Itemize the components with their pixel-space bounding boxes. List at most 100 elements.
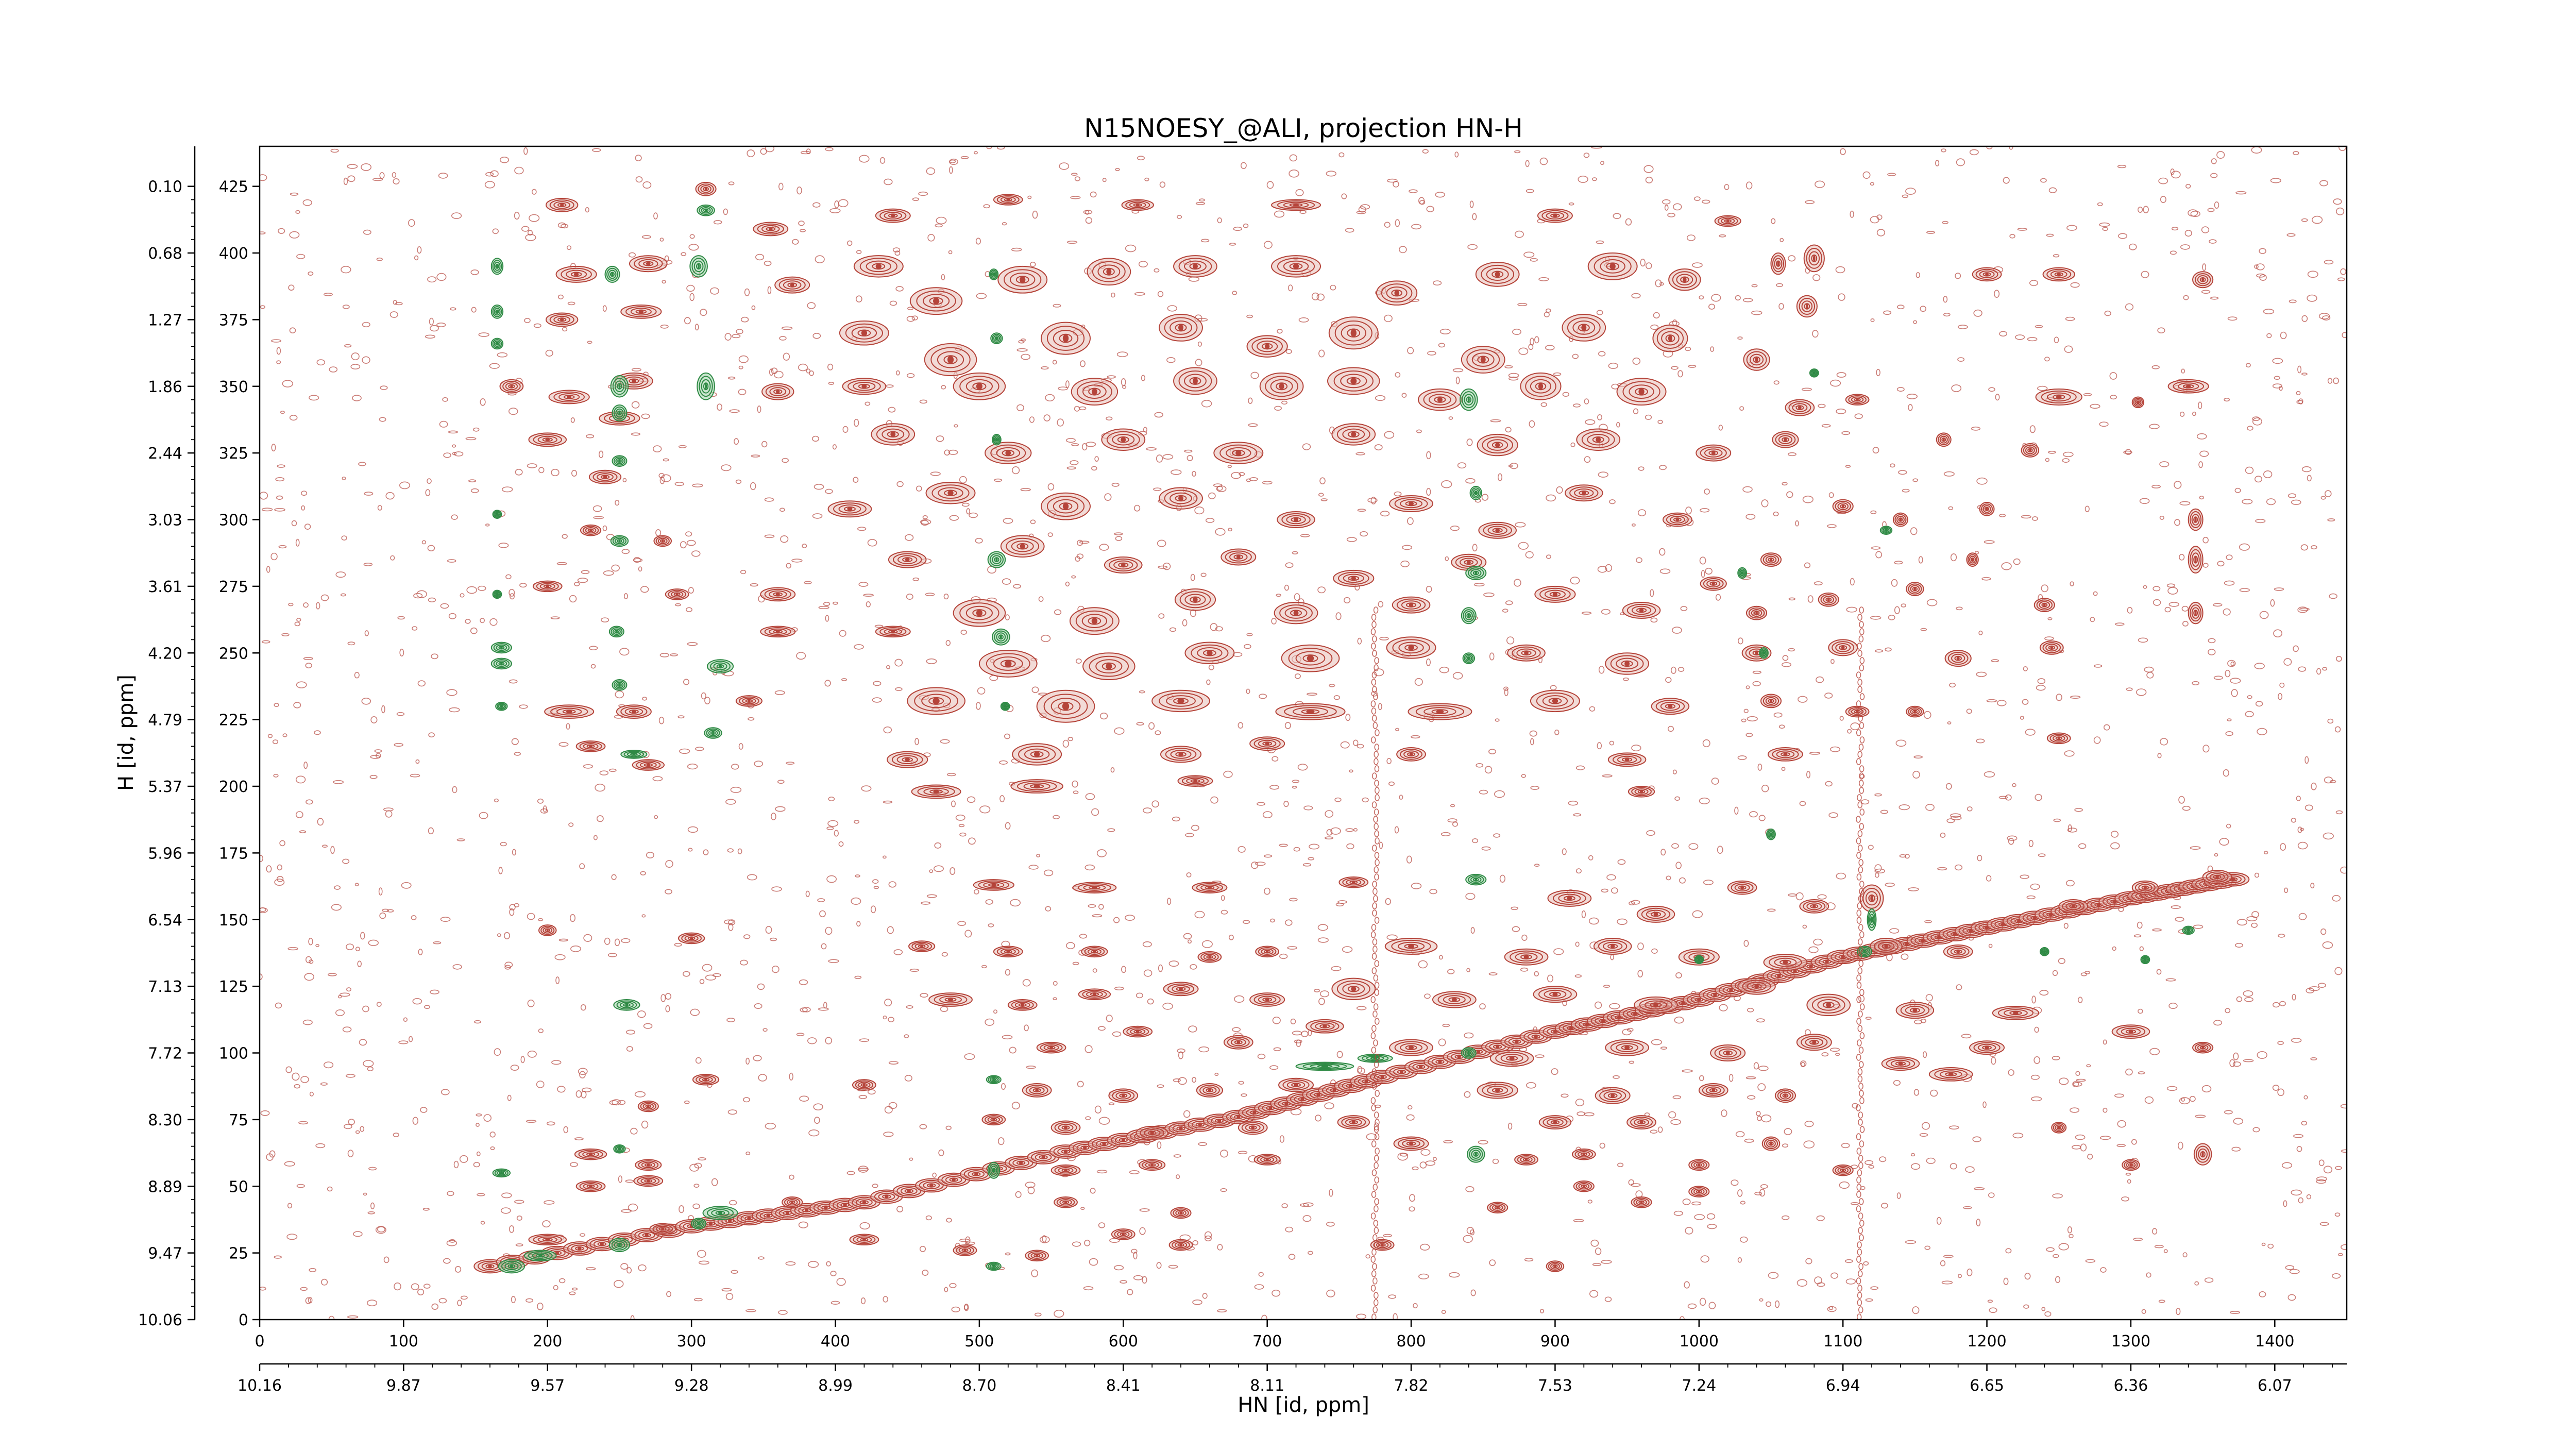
ppm-y-tick-label: 3.03 [148,512,182,530]
ppm-y-tick-label: 4.79 [148,712,182,730]
negative-peak [988,552,1006,568]
x-tick-label: 1200 [1967,1332,2006,1351]
positive-peak [2036,389,2082,405]
positive-peak [1052,1121,1080,1134]
positive-peak [1572,1149,1596,1160]
positive-peak [1272,200,1320,211]
positive-peak [1338,1116,1369,1129]
positive-peak [539,925,556,936]
positive-peak [1846,706,1869,717]
negative-peak [612,455,626,466]
ppm-y-tick-label: 10.06 [138,1311,182,1329]
positive-peak [1906,706,1924,717]
negative-peak [987,1075,1001,1084]
positive-peak [1192,882,1227,893]
positive-peak [546,313,578,326]
negative-peak [2141,956,2149,964]
positive-peak [1804,245,1824,272]
positive-peak [1224,1036,1253,1049]
positive-peak [2040,641,2063,654]
y-tick-label: 125 [219,978,248,996]
positive-peak [1637,906,1675,922]
ppm-y-tick-label: 7.72 [148,1045,182,1063]
positive-peak [1596,1088,1630,1104]
positive-peak [556,266,597,282]
ppm-y-tick-label: 0.68 [148,245,182,263]
positive-peak [2194,1143,2212,1165]
positive-peak [1282,645,1340,672]
positive-peak [1001,536,1044,557]
positive-peak [1272,256,1320,277]
negative-peak [704,728,722,738]
positive-peak [1479,522,1516,538]
positive-peak [1860,885,1884,912]
positive-peak [1164,982,1198,996]
positive-peak [1152,690,1210,712]
x-axis-label: HN [id, ppm] [1238,1393,1369,1417]
negative-peak [605,266,619,282]
x-tick-label: 300 [677,1332,706,1351]
ppm-y-tick-label: 1.86 [148,378,182,396]
negative-peak [707,660,733,673]
positive-peak [1394,1137,1429,1151]
positive-peak [1174,256,1217,277]
x-tick-label: 1300 [2111,1332,2150,1351]
positive-peak [854,256,903,277]
positive-peak [1041,493,1090,520]
positive-peak [1256,947,1279,957]
positive-peak [2132,881,2158,895]
ppm-y-tick-label: 5.96 [148,845,182,863]
plot-area [258,144,2350,1323]
positive-peak [2047,733,2071,744]
negative-peak [992,629,1010,645]
positive-peak [1171,1208,1191,1219]
positive-peak [1577,429,1620,450]
negative-peak [987,1262,1001,1271]
positive-peak [736,696,762,706]
positive-peak [1807,994,1850,1016]
positive-peak [696,182,716,196]
positive-peak [1728,881,1757,895]
positive-peak [1012,744,1061,765]
positive-peak [1277,512,1315,528]
positive-peak [1332,978,1375,1000]
negative-peak [1767,829,1775,840]
positive-peak [1250,737,1284,750]
positive-peak [1785,400,1814,416]
positive-peak [1623,602,1660,618]
positive-peak [1490,1050,1534,1066]
y-tick-label: 275 [219,578,248,596]
positive-peak [1738,978,1775,994]
chart-title: N15NOESY_@ALI, projection HN-H [1084,113,1523,143]
positive-peak [1478,434,1518,455]
positive-peak [1653,325,1687,352]
positive-peak [693,1074,719,1085]
positive-peak [1594,938,1632,954]
negative-peak [492,305,503,318]
ppm-x-tick-label: 9.28 [674,1377,709,1395]
positive-peak [1870,938,1902,954]
positive-peak [2193,1042,2213,1053]
positive-peak [529,1234,566,1245]
positive-peak [1276,704,1345,720]
positive-peak [1937,433,1951,446]
positive-peak [1689,1160,1709,1171]
ppm-y-tick-label: 9.47 [148,1245,182,1263]
x-tick-label: 100 [389,1332,418,1351]
positive-peak [1906,582,1924,596]
positive-peak [1255,1154,1280,1165]
y-tick-label: 175 [219,845,248,863]
negative-peak [524,1250,556,1261]
positive-peak [2203,870,2232,884]
positive-peak [1175,589,1215,610]
positive-peak [666,589,689,600]
positive-peak [1797,296,1817,317]
positive-peak [1534,986,1577,1002]
positive-peak [1548,890,1591,906]
y-tick-label: 0 [239,1311,248,1329]
negative-peak [697,373,715,400]
negative-peak [1466,874,1486,885]
positive-peak [1025,1250,1048,1261]
positive-peak [1159,487,1202,509]
positive-peak [853,1079,876,1090]
